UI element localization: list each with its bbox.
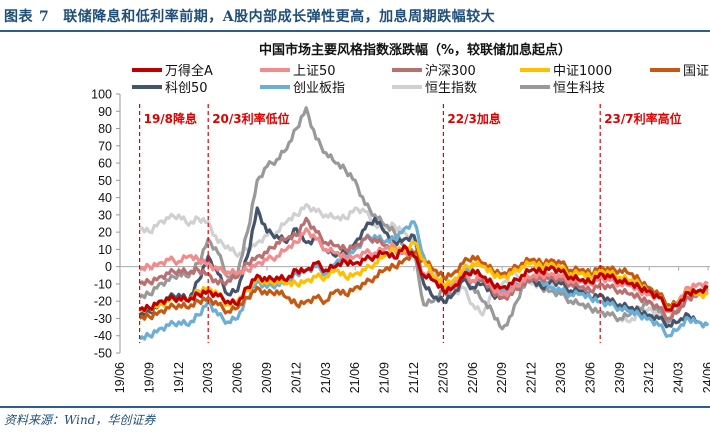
legend-label: 科创50	[165, 81, 208, 96]
legend-item: 沪深300	[392, 63, 476, 79]
legend-item: 恒生科技	[520, 81, 605, 96]
x-tick-label: 23/03	[554, 362, 568, 393]
x-tick-label: 22/12	[525, 362, 539, 393]
x-tick-label: 19/12	[172, 362, 186, 393]
x-tick-label: 21/12	[407, 362, 421, 393]
y-tick-label: 10	[98, 243, 112, 257]
y-tick-label: 60	[98, 157, 112, 171]
figure-number: 7	[39, 9, 50, 25]
legend-item: 恒生指数	[392, 81, 477, 96]
y-tick-label: -30	[94, 312, 112, 326]
x-tick-label: 20/06	[231, 362, 245, 393]
x-tick-label: 23/06	[583, 362, 597, 393]
y-tick-label: -10	[94, 277, 112, 291]
legend-item: 中证1000	[520, 64, 612, 79]
legend-label: 恒生指数	[425, 81, 477, 96]
x-tick-label: 20/03	[201, 362, 215, 393]
y-tick-label: 0	[105, 260, 112, 274]
y-tick-label: 20	[98, 226, 112, 240]
legend-label: 沪深300	[425, 63, 476, 79]
y-tick-label: -40	[94, 329, 112, 343]
bottom-rule	[0, 406, 710, 408]
x-tick-label: 21/09	[378, 362, 392, 393]
series-line-万得全A	[138, 244, 709, 313]
x-tick-label: 22/06	[466, 362, 480, 393]
legend-item: 万得全A	[132, 63, 213, 79]
y-tick-label: -50	[94, 347, 112, 361]
y-tick-label: -20	[94, 295, 112, 309]
y-tick-label: 100	[91, 88, 112, 102]
legend-label: 万得全A	[165, 63, 213, 79]
legend-item: 创业板指	[260, 81, 345, 96]
y-tick-label: 80	[98, 122, 112, 136]
x-tick-label: 19/06	[113, 362, 127, 393]
x-tick-label: 20/09	[260, 362, 274, 393]
x-tick-label: 23/09	[613, 362, 627, 393]
legend: 万得全A 上证50 沪深300 中证1000 国证2000 科创50 创业板指 恒生指数 恒生科…	[132, 63, 710, 96]
series-line-科创50	[138, 206, 710, 329]
event-marker-label: 23/7利率高位	[604, 111, 681, 126]
top-rule	[0, 30, 710, 32]
legend-label: 创业板指	[293, 81, 345, 96]
event-marker-label: 20/3利率低位	[212, 111, 289, 126]
figure-title: 图表 7 联储降息和低利率前期，A股内部成长弹性更高，加息周期跌幅较大	[4, 6, 495, 26]
legend-label: 中证1000	[553, 64, 612, 79]
x-tick-label: 23/12	[642, 362, 656, 393]
series-line-恒生科技	[138, 106, 709, 331]
legend-item: 国证2000	[650, 64, 710, 79]
y-tick-label: 40	[98, 191, 112, 205]
x-tick-label: 22/09	[495, 362, 509, 393]
legend-item: 科创50	[132, 81, 208, 96]
x-tick-label: 21/06	[348, 362, 362, 393]
event-marker-label: 19/8降息	[144, 111, 197, 126]
legend-item: 上证50	[260, 64, 336, 79]
x-tick-label: 20/12	[289, 362, 303, 393]
event-marker-label: 22/3加息	[447, 111, 500, 126]
chart-title: 中国市场主要风格指数涨跌幅（%，较联储加息起点）	[258, 43, 572, 58]
y-tick-label: 50	[98, 174, 112, 188]
y-tick-label: 90	[98, 105, 112, 119]
y-axis: -50 -40 -30 -20 -10 0 10 20 30 40 50 60 70 80 90 100	[91, 88, 710, 361]
legend-label: 恒生科技	[553, 81, 605, 96]
x-tick-label: 24/03	[672, 362, 686, 393]
legend-label: 国证2000	[683, 64, 710, 79]
x-tick-label: 22/03	[436, 362, 450, 393]
y-tick-label: 30	[98, 208, 112, 222]
annotations: 19/8降息 20/3利率低位 22/3加息 23/7利率高位	[139, 104, 682, 343]
x-tick-label: 24/06	[701, 362, 710, 393]
figure-title-text: 联储降息和低利率前期，A股内部成长弹性更高，加息周期跌幅较大	[63, 9, 496, 25]
figure-label: 图表	[4, 9, 33, 25]
source-note: 资料来源：Wind，华创证券	[4, 413, 156, 427]
x-axis: 19/06 19/09 19/12 20/03 20/06 20/09 20/12 21/03…	[113, 266, 710, 393]
legend-label: 上证50	[293, 64, 336, 79]
x-tick-label: 21/03	[319, 362, 333, 393]
plot-area	[138, 106, 710, 341]
x-tick-label: 19/09	[142, 362, 156, 393]
series-line-创业板指	[138, 220, 710, 341]
y-tick-label: 70	[98, 139, 112, 153]
